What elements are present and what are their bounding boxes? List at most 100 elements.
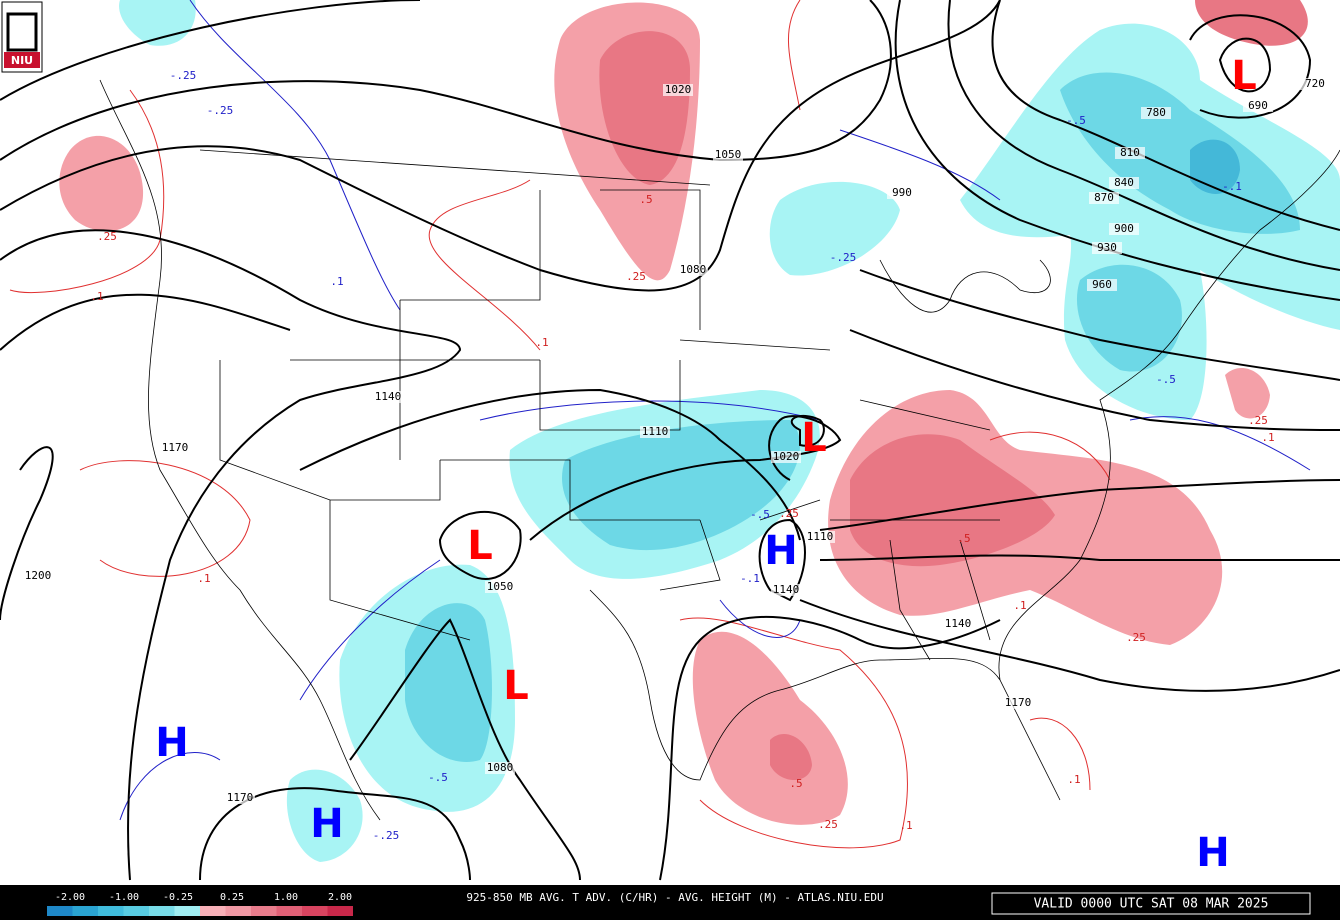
height-label-bg — [1141, 107, 1171, 119]
height-label-bg — [160, 442, 190, 454]
height-label-bg — [678, 264, 708, 276]
height-label: 1020 — [665, 83, 692, 96]
advection-label: -.1 — [1222, 180, 1242, 193]
height-contours — [0, 0, 1340, 881]
advection-label: -.25 — [170, 69, 197, 82]
advection-label: .1 — [330, 275, 343, 288]
height-label: 840 — [1114, 176, 1134, 189]
height-label-bg — [1300, 78, 1330, 90]
height-label: 960 — [1092, 278, 1112, 291]
height-label: 990 — [892, 186, 912, 199]
advection-label: .1 — [1261, 431, 1274, 444]
pressure-center: L — [1231, 53, 1257, 99]
height-label-bg — [805, 531, 835, 543]
pressure-center: H — [310, 801, 343, 847]
height-label: 1050 — [715, 148, 742, 161]
legend-swatch — [174, 906, 200, 916]
pressure-center: L — [503, 663, 529, 709]
height-label: 1050 — [487, 580, 514, 593]
height-label: 720 — [1305, 77, 1325, 90]
legend-swatch — [123, 906, 149, 916]
height-label: 1140 — [375, 390, 402, 403]
height-label: 1110 — [807, 530, 834, 543]
advection-label: .25 — [97, 230, 117, 243]
advection-label: .25 — [1126, 631, 1146, 644]
height-label: 1170 — [227, 791, 254, 804]
height-label: 780 — [1146, 106, 1166, 119]
height-label: 1170 — [1005, 696, 1032, 709]
advection-label: .1 — [899, 819, 912, 832]
advection-label: -.5 — [1156, 373, 1176, 386]
pressure-center: H — [155, 720, 188, 766]
height-label: 1080 — [680, 263, 707, 276]
legend-swatch — [200, 906, 226, 916]
height-label-bg — [1115, 147, 1145, 159]
legend-swatch — [225, 906, 251, 916]
height-label-bg — [373, 391, 403, 403]
logo: NIU — [1, 1, 43, 73]
advection-shading — [59, 0, 1340, 862]
legend-label: 0.25 — [220, 892, 244, 903]
advection-label: -.25 — [830, 251, 857, 264]
advection-label: .25 — [1248, 414, 1268, 427]
pressure-center: L — [801, 415, 827, 461]
advection-label: .5 — [957, 532, 970, 545]
height-label: 1080 — [487, 761, 514, 774]
legend-swatch — [276, 906, 302, 916]
legend-label: 2.00 — [328, 892, 352, 903]
footer-title: 925-850 MB AVG. T ADV. (C/HR) - AVG. HEI… — [466, 891, 883, 904]
legend-swatch — [251, 906, 277, 916]
advection-label: .5 — [789, 777, 802, 790]
legend-swatch — [47, 906, 73, 916]
height-label: 930 — [1097, 241, 1117, 254]
height-label: 1140 — [773, 583, 800, 596]
height-label-bg — [663, 84, 693, 96]
height-label-bg — [1243, 100, 1273, 112]
height-label: 810 — [1120, 146, 1140, 159]
height-label-bg — [1109, 177, 1139, 189]
height-label-bg — [943, 618, 973, 630]
height-label: 1110 — [642, 425, 669, 438]
height-label: 1140 — [945, 617, 972, 630]
height-label-bg — [1109, 223, 1139, 235]
height-label-bg — [771, 584, 801, 596]
height-label-bg — [485, 581, 515, 593]
height-label: 1020 — [773, 450, 800, 463]
height-label-bg — [485, 762, 515, 774]
legend-swatch — [149, 906, 175, 916]
legend-label: 1.00 — [274, 892, 298, 903]
legend-swatch — [98, 906, 124, 916]
advection-label: .25 — [626, 270, 646, 283]
valid-box — [991, 892, 1311, 915]
pressure-center: H — [764, 528, 797, 574]
legend-label: -2.00 — [55, 892, 85, 903]
advection-label: -.1 — [740, 572, 760, 585]
height-label-bg — [1087, 279, 1117, 291]
advection-label: .1 — [90, 290, 103, 303]
advection-label: -.5 — [1066, 114, 1086, 127]
advection-label: -.5 — [750, 508, 770, 521]
height-label-bg — [1092, 242, 1122, 254]
height-label: 1200 — [25, 569, 52, 582]
advection-label: .25 — [779, 507, 799, 520]
pressure-center: L — [467, 523, 493, 569]
labels: 1020 1050 1080 990 1140 1170 1110 1020 1110 1140 1… — [23, 53, 1330, 876]
legend-label: -1.00 — [109, 892, 139, 903]
height-label-bg — [1089, 192, 1119, 204]
legend-swatch — [72, 906, 98, 916]
advection-label: .1 — [197, 572, 210, 585]
advection-label: .1 — [1013, 599, 1026, 612]
height-label-bg — [225, 792, 255, 804]
height-label-bg — [771, 451, 801, 463]
advection-label: -.5 — [428, 771, 448, 784]
legend: -2.00 -1.00 -0.25 0.25 1.00 2.00 — [47, 892, 353, 916]
height-label-bg — [640, 426, 670, 438]
height-label: 900 — [1114, 222, 1134, 235]
advection-label: .1 — [535, 336, 548, 349]
advection-label: .5 — [639, 193, 652, 206]
logo-text: NIU — [11, 54, 33, 67]
advection-label: .1 — [1067, 773, 1080, 786]
height-label-bg — [887, 187, 917, 199]
advection-contours — [9, 0, 1311, 849]
